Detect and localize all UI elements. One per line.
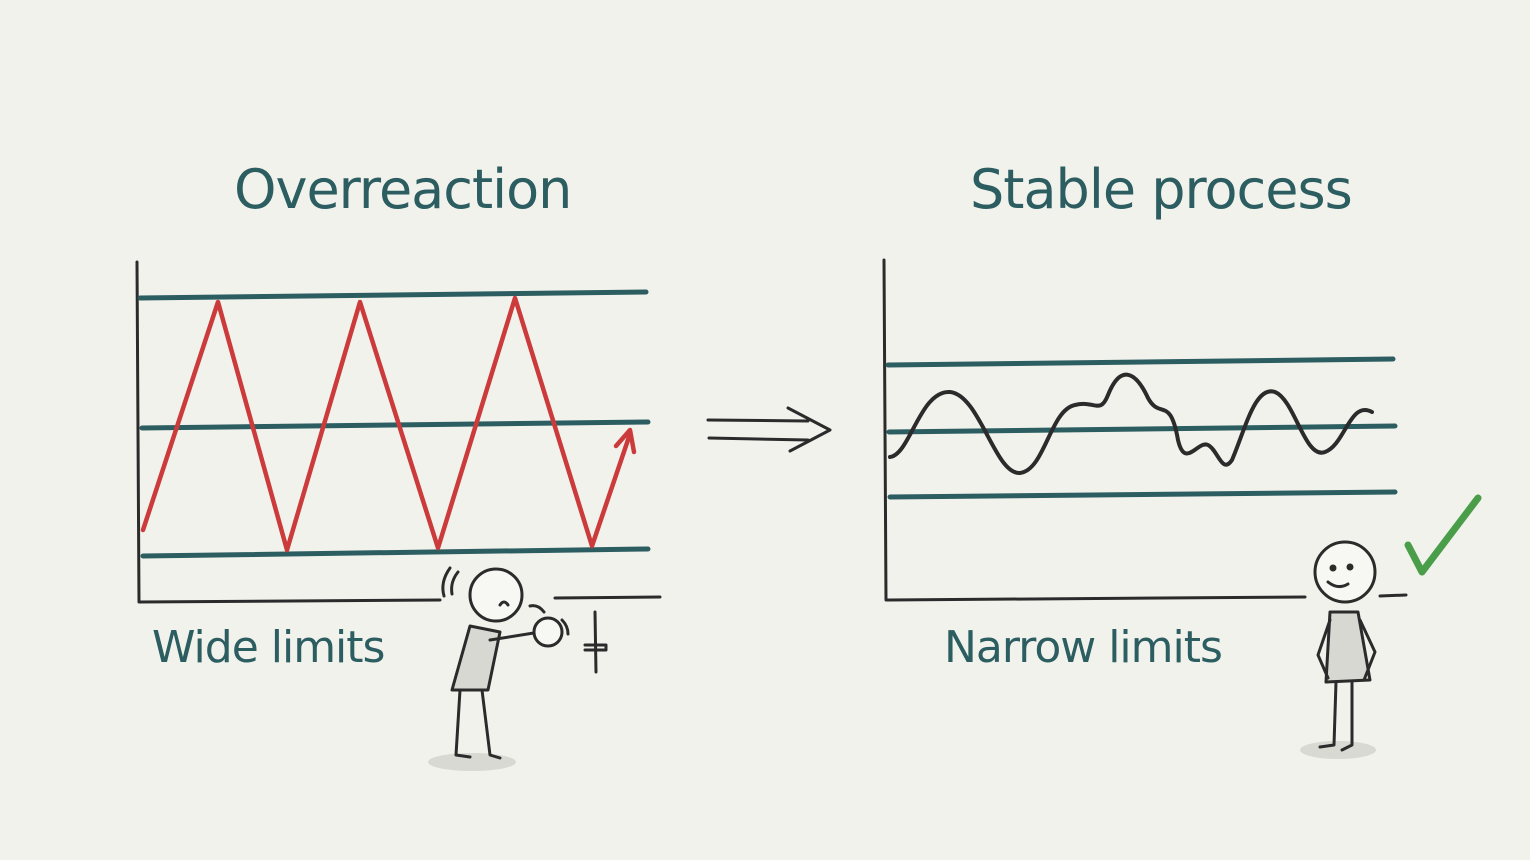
red-arrowhead-icon [613, 427, 637, 455]
stable-process-title: Stable process [970, 158, 1353, 221]
right-arrow-icon [706, 406, 832, 453]
overreaction-title: Overreaction [234, 158, 572, 221]
right-lower-limit [887, 489, 1398, 500]
stable-wave [888, 372, 1374, 475]
right-center-line [886, 423, 1398, 435]
left-center-line [139, 419, 651, 431]
calm-person-figure [1300, 540, 1377, 759]
narrow-limits-caption: Narrow limits [944, 622, 1223, 673]
stressed-person-figure [428, 566, 608, 771]
wide-limits-caption: Wide limits [152, 622, 385, 673]
overreaction-zigzag [140, 295, 633, 553]
right-axes [882, 258, 1408, 602]
right-upper-limit [885, 356, 1396, 368]
left-lower-limit [140, 546, 651, 559]
left-axes [135, 260, 662, 604]
left-upper-limit [137, 289, 649, 301]
check-icon [1404, 494, 1482, 576]
right-chart [882, 258, 1408, 602]
left-chart [135, 260, 662, 604]
